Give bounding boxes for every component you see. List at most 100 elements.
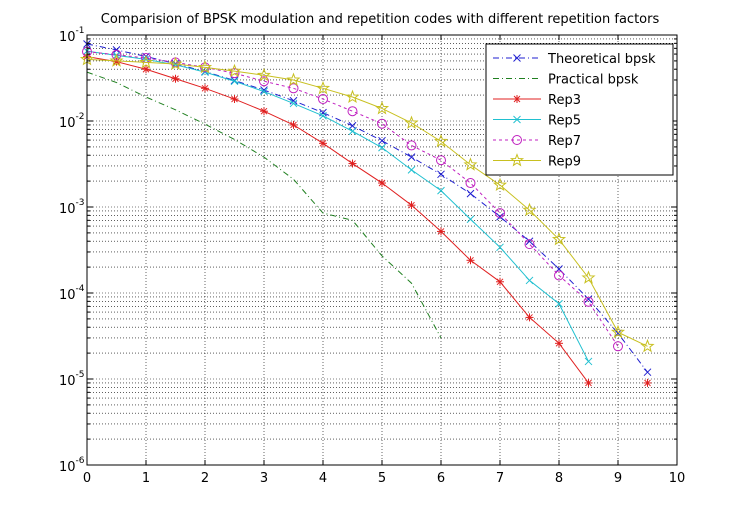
marker-stroke [614, 329, 622, 338]
series-line-1-0 [86, 71, 442, 339]
data-point-3-8 [319, 111, 327, 120]
series-2 [83, 52, 652, 387]
data-point-2-9 [348, 159, 357, 168]
marker-stroke [643, 368, 652, 377]
data-point-3-5 [230, 77, 239, 86]
data-point-4-7 [288, 83, 299, 94]
marker-stroke [378, 136, 386, 145]
data-point-5-14 [492, 177, 508, 192]
marker-stroke [319, 139, 327, 147]
data-point-3-6 [260, 87, 268, 96]
data-point-3-13 [466, 215, 475, 224]
data-point-0-10 [378, 136, 386, 145]
legend-box [485, 43, 674, 176]
marker-stroke [349, 160, 356, 167]
data-point-0-18 [614, 329, 622, 338]
series-layer [79, 40, 655, 387]
data-point-3-10 [378, 143, 386, 152]
data-point-0-9 [348, 121, 357, 130]
data-point-2-11 [407, 201, 416, 210]
data-point-2-5 [230, 95, 239, 104]
data-point-5-1 [109, 53, 124, 67]
data-point-5-9 [345, 89, 360, 104]
legend-label-1: Practical bpsk [548, 73, 639, 88]
data-point-3-17 [584, 357, 593, 366]
data-point-0-5 [230, 76, 239, 85]
data-point-4-1 [111, 49, 122, 60]
legend-marker-2 [513, 95, 521, 103]
marker-stroke [142, 65, 150, 73]
y-tick-exponent: -5 [76, 370, 85, 380]
y-tick-base: 10 [59, 288, 76, 303]
data-point-5-12 [433, 133, 449, 148]
marker-stroke [230, 77, 239, 86]
x-tick-label-2: 2 [201, 471, 209, 486]
data-point-4-8 [318, 94, 328, 105]
x-tick-label-9: 9 [614, 471, 622, 486]
data-point-4-15 [524, 239, 535, 250]
marker-stroke [201, 84, 209, 92]
marker-stroke [496, 243, 504, 252]
marker-stroke [496, 212, 504, 221]
y-tick-base: 10 [59, 30, 76, 45]
marker-stroke [231, 95, 238, 103]
data-point-5-4 [197, 59, 213, 74]
x-tick-label-4: 4 [319, 471, 327, 486]
legend-label-0: Theoretical bpsk [547, 52, 656, 67]
data-point-4-4 [200, 62, 210, 73]
marker-stroke [437, 228, 445, 235]
marker-stroke [513, 95, 521, 103]
data-point-5-10 [374, 101, 390, 115]
marker-stroke [378, 179, 386, 187]
data-point-0-12 [437, 170, 445, 179]
data-point-3-9 [348, 127, 357, 136]
data-point-2-4 [201, 84, 209, 93]
legend-marker-0 [513, 54, 521, 62]
data-point-2-17 [584, 378, 593, 387]
legend-label-4: Rep7 [548, 134, 581, 149]
marker-stroke [466, 189, 475, 198]
y-tick-exponent: -2 [76, 112, 85, 122]
marker-stroke [466, 215, 475, 224]
series-1 [86, 71, 442, 339]
marker-stroke [584, 357, 593, 366]
data-point-5-17 [581, 270, 596, 284]
data-point-2-6 [260, 107, 268, 116]
chart-title: Comparision of BPSK modulation and repet… [101, 12, 660, 27]
marker-stroke [407, 153, 416, 161]
marker-stroke [290, 121, 297, 129]
data-point-5-18 [610, 324, 626, 339]
y-tick-exponent: -1 [76, 26, 85, 36]
x-tick-label-0: 0 [83, 471, 91, 486]
series-5 [79, 51, 655, 353]
data-point-5-11 [404, 115, 419, 129]
x-tick-label-6: 6 [437, 471, 445, 486]
marker-stroke [555, 299, 563, 308]
marker-stroke [467, 256, 474, 264]
y-tick-exponent: -4 [76, 284, 85, 294]
data-point-4-17 [583, 296, 594, 307]
data-point-3-14 [496, 243, 504, 252]
y-tick-exponent: -3 [76, 198, 85, 208]
marker-stroke [113, 58, 120, 65]
data-point-5-15 [522, 202, 537, 217]
data-point-0-14 [496, 212, 504, 221]
y-tick-label-1: 10-2 [59, 112, 85, 131]
marker-stroke [260, 107, 268, 115]
data-point-5-19 [640, 338, 655, 353]
data-point-2-13 [466, 256, 475, 265]
data-point-2-15 [525, 313, 534, 322]
marker-stroke [496, 278, 504, 286]
data-point-0-13 [466, 189, 475, 198]
data-point-5-5 [227, 63, 242, 78]
y-tick-base: 10 [59, 202, 76, 217]
data-point-4-11 [406, 140, 417, 151]
legend-marker-4 [512, 135, 522, 145]
data-point-5-3 [168, 56, 183, 71]
x-tick-label-5: 5 [378, 471, 386, 486]
marker-stroke [437, 186, 445, 195]
data-point-0-11 [407, 153, 416, 161]
data-point-2-10 [378, 179, 386, 188]
data-point-0-15 [525, 237, 534, 246]
